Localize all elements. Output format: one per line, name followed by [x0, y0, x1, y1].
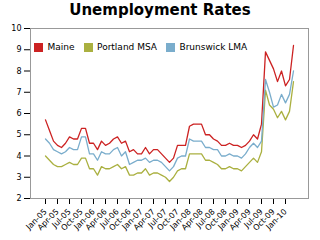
svg-text:9: 9: [16, 45, 21, 54]
svg-text:Jul-07: Jul-07: [146, 207, 169, 230]
svg-text:Jul-09: Jul-09: [242, 207, 265, 230]
svg-text:Jan-07: Jan-07: [120, 207, 145, 232]
svg-text:Oct-09: Oct-09: [251, 207, 277, 233]
svg-text:Apr-07: Apr-07: [131, 207, 157, 233]
svg-text:Jan-10: Jan-10: [264, 207, 289, 232]
svg-text:Apr-09: Apr-09: [227, 207, 253, 233]
svg-text:8: 8: [16, 67, 21, 76]
svg-text:Oct-08: Oct-08: [203, 207, 229, 233]
svg-text:7: 7: [16, 88, 21, 97]
svg-text:4: 4: [16, 152, 21, 161]
svg-text:2: 2: [16, 194, 21, 203]
html-text:Portland MSA: Portland MSA: [97, 42, 157, 52]
svg-text:Oct-06: Oct-06: [107, 207, 133, 233]
svg-text:Jan-08: Jan-08: [168, 207, 193, 232]
html-text:Brunswick LMA: Brunswick LMA: [179, 42, 248, 52]
svg-text:10: 10: [11, 24, 21, 33]
svg-text:Apr-08: Apr-08: [179, 207, 205, 233]
svg-text:Jan-09: Jan-09: [216, 207, 241, 232]
html-text:Maine: Maine: [47, 42, 75, 52]
svg-text:Jan-06: Jan-06: [72, 207, 97, 232]
svg-text:Oct-05: Oct-05: [59, 207, 85, 233]
svg-text:Jul-08: Jul-08: [194, 207, 217, 230]
svg-text:Jan-05: Jan-05: [24, 207, 49, 232]
html-text:Unemployment Rates: Unemployment Rates: [69, 1, 251, 19]
svg-text:Jul-06: Jul-06: [98, 207, 121, 230]
svg-text:Oct-07: Oct-07: [155, 207, 181, 233]
svg-text:Apr-06: Apr-06: [83, 207, 109, 233]
svg-text:6: 6: [16, 109, 21, 118]
svg-text:5: 5: [16, 130, 21, 139]
svg-text:Jul-05: Jul-05: [50, 207, 73, 230]
svg-text:Apr-05: Apr-05: [35, 207, 61, 233]
svg-text:3: 3: [16, 173, 21, 182]
